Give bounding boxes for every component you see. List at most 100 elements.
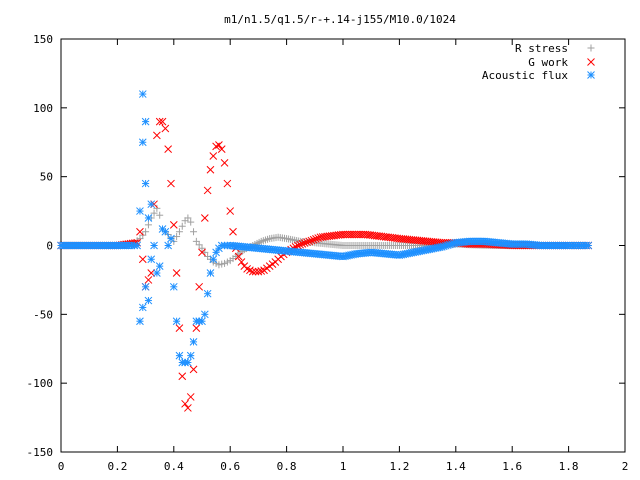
chart-title: m1/n1.5/q1.5/r-+.14-j155/M10.0/1024 [224, 13, 456, 26]
x-tick-label: 0.2 [107, 460, 127, 473]
data-point [217, 145, 226, 153]
data-point [582, 241, 591, 250]
data-point [391, 234, 399, 242]
data-point [178, 222, 186, 230]
data-point [218, 260, 226, 268]
data-point [161, 227, 170, 236]
data-point [153, 204, 161, 212]
data-point [153, 131, 161, 140]
data-point [209, 255, 218, 264]
data-point [203, 186, 212, 195]
data-point [229, 227, 237, 236]
data-point [164, 145, 173, 153]
y-tick-label: -150 [27, 446, 54, 459]
data-point [206, 269, 215, 277]
data-point [136, 207, 144, 215]
data-point [303, 238, 311, 247]
data-point [130, 241, 139, 250]
data-point [312, 235, 320, 243]
data-point [158, 117, 167, 126]
data-point [141, 282, 150, 291]
y-tick-label: -50 [33, 308, 53, 321]
data-point [153, 269, 161, 277]
data-point [274, 255, 282, 264]
data-point [368, 231, 377, 240]
data-point [175, 228, 183, 236]
data-point [178, 372, 187, 381]
data-point [314, 234, 323, 242]
x-tick-label: 0.8 [277, 460, 297, 473]
data-point [200, 310, 209, 319]
data-point [186, 393, 195, 401]
data-point [345, 230, 354, 239]
data-point [167, 179, 175, 188]
data-point [164, 241, 173, 250]
data-point [138, 90, 147, 98]
data-point [195, 282, 204, 291]
data-point [294, 241, 302, 250]
x-tick-label: 1 [340, 460, 347, 473]
data-point [280, 234, 288, 242]
data-point [184, 404, 192, 412]
data-point [138, 303, 147, 312]
y-tick-label: 150 [33, 33, 53, 46]
x-tick-label: 0.6 [220, 460, 240, 473]
data-point [246, 266, 254, 275]
data-point [234, 252, 243, 261]
data-point [189, 338, 198, 346]
legend-label-r-stress: R stress [515, 42, 568, 55]
legend-marks [587, 44, 595, 79]
data-point [172, 317, 181, 326]
data-point [175, 324, 184, 332]
data-point [190, 228, 198, 236]
data-point [138, 138, 147, 147]
data-point [237, 258, 246, 266]
data-point [136, 227, 144, 236]
legend-label-acoustic-flux: Acoustic flux [482, 69, 568, 82]
data-point [212, 259, 220, 267]
x-tick-label: 1.2 [389, 460, 409, 473]
data-point [169, 282, 178, 291]
data-point [173, 233, 181, 241]
data-point [181, 399, 189, 408]
y-tick-label: 0 [46, 240, 53, 253]
data-point [155, 117, 164, 126]
data-point [147, 269, 156, 277]
data-point [323, 232, 332, 241]
data-point [229, 255, 237, 263]
data-point [223, 258, 231, 266]
data-point [226, 207, 235, 215]
data-point [334, 231, 343, 239]
x-tick-label: 0 [58, 460, 65, 473]
data-marks [57, 90, 593, 412]
data-point [405, 235, 414, 244]
data-point [263, 264, 271, 273]
data-point [144, 214, 153, 222]
data-point [150, 209, 158, 217]
data-point [300, 239, 309, 247]
data-point [144, 296, 153, 305]
data-point [307, 236, 316, 245]
data-point [298, 239, 307, 248]
data-point [223, 179, 232, 188]
x-tick-label: 1.8 [559, 460, 579, 473]
data-point [147, 200, 156, 209]
data-point [187, 218, 195, 226]
data-point [305, 237, 314, 246]
data-point [155, 262, 164, 271]
legend-label-g-work: G work [528, 56, 568, 69]
data-point [215, 141, 223, 149]
data-point [206, 165, 215, 174]
data-point [156, 211, 164, 219]
data-point [209, 152, 218, 160]
data-point [220, 159, 229, 167]
data-point [357, 230, 365, 239]
legend: R stress G work Acoustic flux [482, 42, 595, 82]
data-point [419, 237, 428, 245]
data-point [257, 267, 266, 275]
x-tick-label: 2 [622, 460, 629, 473]
data-point [254, 267, 263, 276]
data-point [195, 241, 203, 249]
data-point [192, 324, 201, 332]
